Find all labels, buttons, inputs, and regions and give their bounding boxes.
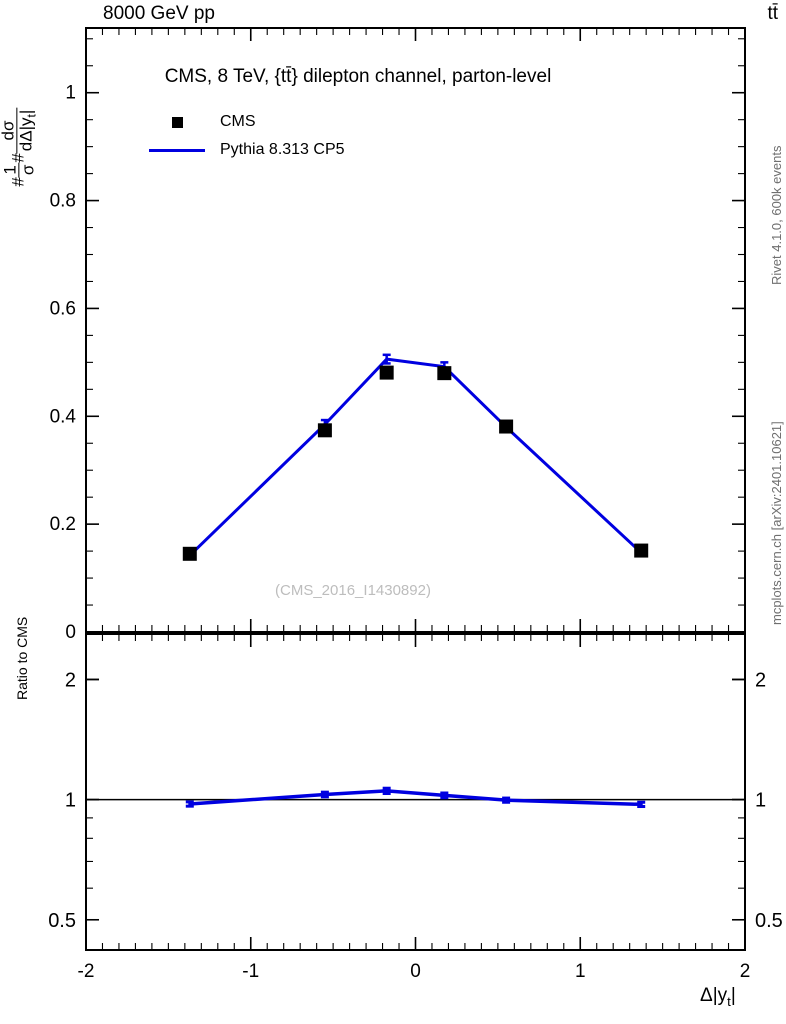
cms-data-marker — [437, 366, 452, 381]
legend-item-pythia[interactable]: Pythia 8.313 CP5 — [140, 136, 345, 164]
cms-data-marker — [182, 546, 197, 561]
analysis-watermark: (CMS_2016_I1430892) — [275, 582, 431, 599]
legend: CMS Pythia 8.313 CP5 — [140, 108, 345, 164]
x-axis-title: Δ|yt| — [700, 985, 736, 1009]
axis-ticks — [85, 28, 746, 950]
x-tick-label: 0 — [410, 961, 421, 982]
x-tick-label: 2 — [740, 961, 751, 982]
axis-frames — [85, 27, 746, 951]
page-title: CMS, 8 TeV, {tt̄} dilepton channel, part… — [164, 66, 552, 87]
ratio-y-tick-label-left: 0.5 — [48, 910, 76, 932]
axis-tick-labels: -2 -1 0 1 2 0 0.2 0.4 0.6 0.8 1 0.5 0.5 1 1 2 2 — [48, 83, 783, 982]
cms-data-marker — [634, 543, 649, 558]
y-tick-label-main: 0.4 — [50, 406, 77, 427]
main-series-group — [182, 353, 649, 561]
legend-label-pythia: Pythia 8.313 CP5 — [220, 141, 345, 158]
cms-data-marker — [317, 423, 332, 438]
header-beam-energy: 8000 GeV pp — [103, 3, 215, 24]
cms-marker-icon — [140, 116, 214, 128]
ratio-y-tick-label-left: 1 — [65, 790, 76, 812]
cms-data-marker — [499, 419, 514, 434]
y-tick-label-main: 0.6 — [50, 298, 76, 319]
y-tick-label-main: 0 — [65, 622, 76, 643]
ratio-series-group — [86, 786, 745, 809]
pythia-ratio-curve — [189, 789, 642, 807]
x-tick-label: 1 — [575, 961, 586, 982]
y-tick-label-main: 0.2 — [50, 514, 76, 535]
cms-data-marker — [379, 365, 394, 380]
legend-label-cms: CMS — [220, 113, 256, 130]
ratio-y-tick-label-right: 0.5 — [755, 910, 783, 932]
x-tick-label: -2 — [78, 961, 95, 982]
ratio-y-tick-label-left: 2 — [65, 669, 76, 691]
pythia-curve-main — [188, 357, 643, 557]
ratio-y-tick-label-right: 1 — [755, 790, 766, 812]
x-tick-label: -1 — [242, 961, 259, 982]
y-tick-label-main: 1 — [65, 83, 76, 104]
y-tick-label-main: 0.8 — [50, 191, 76, 212]
main-panel-frame — [85, 27, 746, 633]
header-process: tt̄ — [767, 3, 778, 24]
legend-item-cms[interactable]: CMS — [140, 108, 345, 136]
ratio-y-tick-label-right: 2 — [755, 669, 766, 691]
pythia-line-icon — [140, 148, 214, 152]
